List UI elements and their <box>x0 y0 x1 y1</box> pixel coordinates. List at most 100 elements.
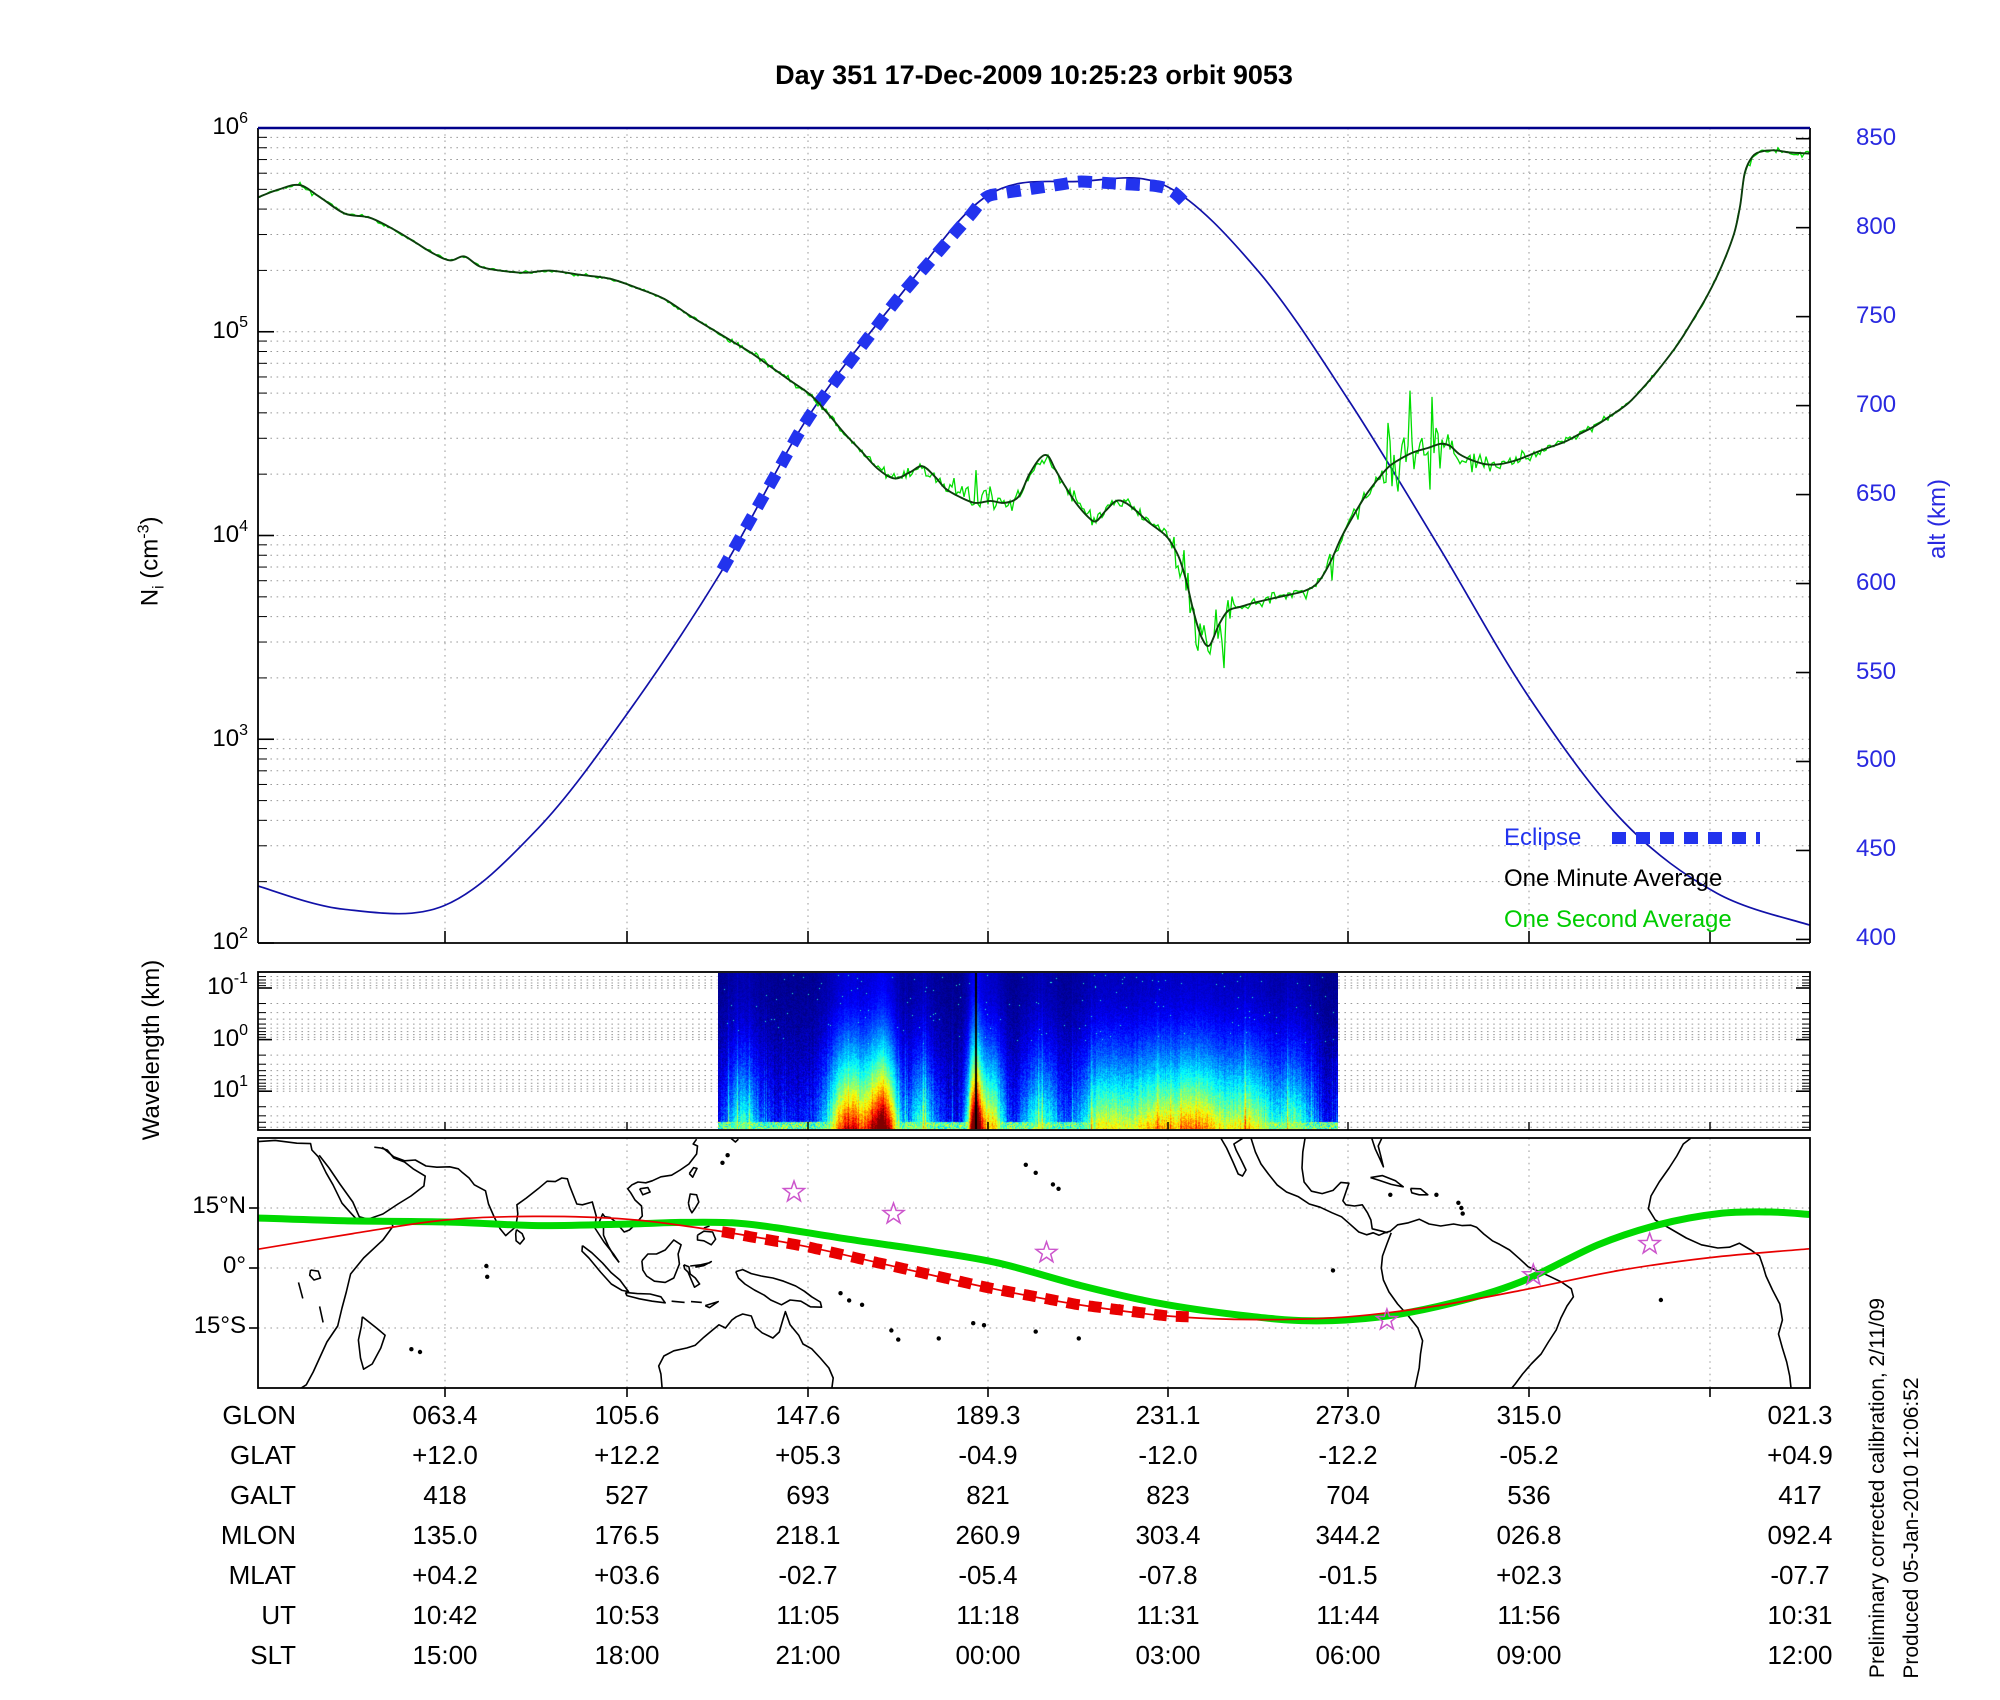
table-cell: +04.2 <box>412 1560 478 1590</box>
alt-tick-label: 450 <box>1856 835 1897 863</box>
island-dot <box>838 1291 843 1296</box>
table-cell: +04.9 <box>1767 1440 1833 1470</box>
table-cell: 10:42 <box>412 1600 478 1630</box>
coastline <box>1220 1138 1247 1177</box>
side-note-produced: Produced 05-Jan-2010 12:06:52 <box>1900 1377 1923 1679</box>
island-dot <box>1459 1205 1464 1211</box>
alt-tick-label: 500 <box>1856 746 1897 774</box>
coastline <box>730 1138 739 1143</box>
coastline <box>297 1282 304 1299</box>
coastline <box>258 1139 394 1388</box>
island-dot <box>1076 1336 1081 1341</box>
table-cell: 315.0 <box>1496 1400 1562 1430</box>
table-cell: 105.6 <box>594 1400 660 1430</box>
table-cell: 021.3 <box>1767 1400 1833 1430</box>
alt-tick-label: 800 <box>1856 212 1897 240</box>
coastline <box>690 1260 713 1268</box>
table-cell: 135.0 <box>412 1520 478 1550</box>
station-star <box>781 1178 807 1203</box>
island-dot <box>1658 1297 1664 1303</box>
coastline <box>657 1310 834 1388</box>
table-row-label-SLT: SLT <box>250 1640 296 1670</box>
yaxis-label-ni: Ni (cm-3) <box>136 411 169 711</box>
table-row-label-MLON: MLON <box>220 1520 296 1550</box>
table-cell: 260.9 <box>955 1520 1021 1550</box>
density-altitude-plot <box>257 126 1811 944</box>
coastline <box>624 1291 666 1304</box>
table-cell: 11:44 <box>1316 1600 1380 1630</box>
table-cell: 189.3 <box>955 1400 1021 1430</box>
table-cell: 11:31 <box>1136 1600 1200 1630</box>
wavelength-spectrogram-canvas <box>718 973 1338 1129</box>
coastline <box>318 1306 324 1323</box>
ni-mid: (cm <box>136 538 164 586</box>
island-dot <box>484 1263 489 1269</box>
island-dot <box>936 1336 941 1341</box>
map-frame <box>249 1137 1811 1397</box>
magnetic-equator-line <box>258 1208 1810 1325</box>
coastline <box>514 1228 526 1245</box>
coastline <box>1409 1187 1429 1196</box>
coastline <box>381 1146 620 1263</box>
ground-track-eclipse-dashes <box>721 1226 1197 1323</box>
table-row-label-MLAT: MLAT <box>228 1560 296 1590</box>
legend-item-0: Eclipse <box>1504 824 1582 851</box>
island-dot <box>1056 1186 1061 1192</box>
legend-item-1: One Minute Average <box>1504 865 1723 892</box>
island-dot <box>846 1298 852 1303</box>
yaxis-label-wavelength: Wavelength (km) <box>138 959 165 1141</box>
table-cell: 11:18 <box>956 1600 1020 1630</box>
table-cell: 821 <box>966 1480 1010 1510</box>
island-dot <box>859 1302 865 1308</box>
station-star <box>880 1200 907 1225</box>
island-dot <box>1050 1182 1056 1187</box>
station-star <box>1374 1306 1400 1331</box>
island-dot <box>409 1347 414 1352</box>
table-cell: 176.5 <box>594 1520 660 1550</box>
station-star <box>1033 1239 1060 1264</box>
ni-base: N <box>136 588 164 607</box>
table-cell: 417 <box>1778 1480 1822 1510</box>
coastline <box>735 1268 823 1308</box>
island-dot <box>1460 1211 1465 1216</box>
table-cell: +12.0 <box>412 1440 478 1470</box>
table-cell: 147.6 <box>775 1400 841 1430</box>
table-cell: 823 <box>1146 1480 1190 1510</box>
coastline <box>671 1300 685 1304</box>
table-cell: 00:00 <box>955 1640 1021 1670</box>
wavelength-ytick-label: 101 <box>212 1073 248 1103</box>
coastline <box>638 1186 651 1196</box>
island-dot <box>720 1160 725 1166</box>
ni-ytick-label: 105 <box>212 314 248 344</box>
ni-sup: -3 <box>135 524 153 539</box>
island-dot <box>1033 1329 1038 1334</box>
coastline <box>704 1300 719 1309</box>
coastline <box>581 1244 630 1293</box>
coastline <box>1370 1174 1404 1188</box>
map-lat-label: 15°S <box>193 1312 246 1339</box>
island-dot <box>981 1323 987 1328</box>
island-dot <box>896 1337 901 1342</box>
legend-item-2: One Second Average <box>1504 906 1732 933</box>
station-star <box>1637 1230 1663 1255</box>
table-cell: 03:00 <box>1135 1640 1201 1670</box>
island-dot <box>417 1349 423 1355</box>
table-cell: 06:00 <box>1315 1640 1381 1670</box>
table-cell: +03.6 <box>594 1560 660 1590</box>
table-row-label-GLON: GLON <box>222 1400 296 1430</box>
wavelength-ytick-label: 10-1 <box>207 970 248 1000</box>
island-dot <box>1033 1170 1038 1176</box>
table-cell: 092.4 <box>1767 1520 1833 1550</box>
table-cell: 704 <box>1326 1480 1370 1510</box>
table-cell: 18:00 <box>594 1640 660 1670</box>
table-cell: 21:00 <box>775 1640 841 1670</box>
island-dot <box>1023 1162 1028 1168</box>
table-cell: 303.4 <box>1135 1520 1201 1550</box>
coastline <box>696 1230 717 1246</box>
ni-ytick-label: 106 <box>212 110 248 140</box>
ni-end: ) <box>136 516 164 525</box>
table-cell: 231.1 <box>1135 1400 1201 1430</box>
table-cell: 11:56 <box>1497 1600 1561 1630</box>
table-cell: 15:00 <box>412 1640 478 1670</box>
